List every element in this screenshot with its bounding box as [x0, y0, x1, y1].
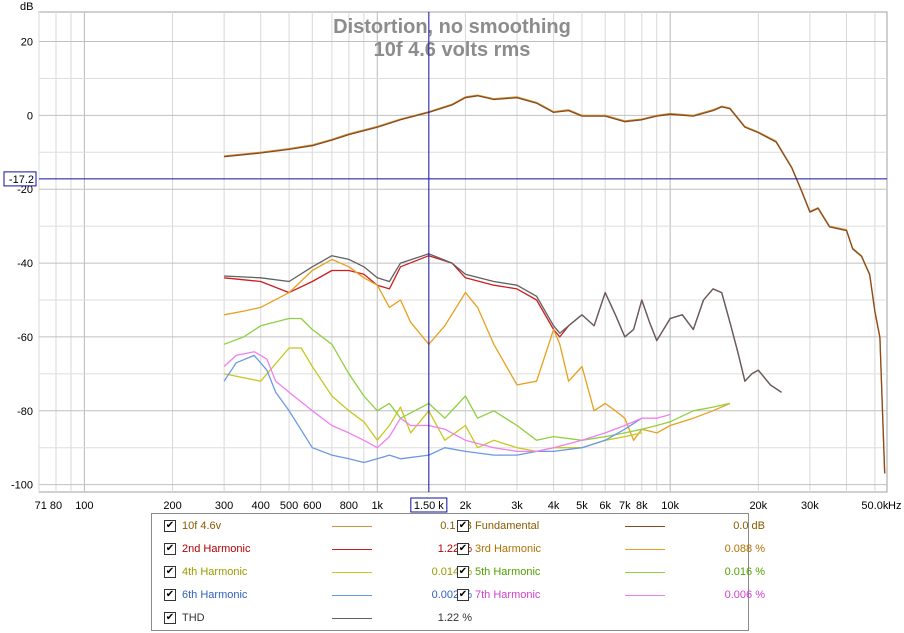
x-tick-label: 10k: [661, 500, 679, 512]
y-tick-label: 20: [21, 37, 33, 49]
legend-item-2nd-harmonic[interactable]: ✔ 2nd Harmonic 1.22 %: [164, 540, 472, 558]
series-line-4th-harmonic: [223, 347, 642, 453]
x-tick-label: 50.0k: [861, 500, 888, 512]
legend-label: THD: [182, 612, 205, 624]
y-tick-label: -40: [17, 258, 33, 270]
y-tick-labels: 20 0 -20 -40 -60 -80 -100: [11, 37, 33, 492]
x-tick-labels: 71 80 100 200 300 400 500 600 800 1k 2k 3k 4k 5k 6k 7k 8…: [35, 500, 889, 512]
x-tick-label: 400: [252, 500, 270, 512]
legend-label: 10f 4.6v: [182, 520, 222, 532]
legend-swatch: [332, 617, 372, 619]
x-tick-label: 600: [303, 500, 321, 512]
series-line-6th-harmonic: [223, 354, 643, 464]
legend-checkbox[interactable]: ✔: [164, 612, 176, 624]
legend-checkbox[interactable]: ✔: [164, 566, 176, 578]
legend-item-thd[interactable]: ✔ THD 1.22 %: [164, 609, 472, 627]
x-tick-label: 8k: [636, 500, 648, 512]
legend-item-3rd-harmonic[interactable]: ✔ 3rd Harmonic 0.088 %: [457, 540, 765, 558]
legend-checkbox[interactable]: ✔: [457, 566, 469, 578]
legend-item-5th-harmonic[interactable]: ✔ 5th Harmonic 0.016 %: [457, 563, 765, 581]
legend-label: 5th Harmonic: [475, 566, 541, 578]
x-tick-label: 5k: [576, 500, 588, 512]
legend-checkbox[interactable]: ✔: [457, 589, 469, 601]
cursor-x-readout: 1.50 k: [414, 500, 444, 512]
x-tick-label: 4k: [548, 500, 560, 512]
x-tick-label: 2k: [460, 500, 472, 512]
x-tick-label: 3k: [511, 500, 523, 512]
x-gridlines: [38, 12, 876, 492]
chart-subtitle: 10f 4.6 volts rms: [374, 39, 531, 61]
x-tick-label: 500: [280, 500, 298, 512]
legend-value: 0.0 dB: [733, 520, 765, 532]
x-tick-label: 300: [215, 500, 233, 512]
legend-item-fundamental[interactable]: ✔ Fundamental 0.0 dB: [457, 517, 765, 535]
legend-label: 7th Harmonic: [475, 589, 541, 601]
x-tick-label: 80: [50, 500, 62, 512]
legend-swatch: [625, 525, 665, 527]
series-lines: [223, 94, 886, 474]
chart-title: Distortion, no smoothing: [333, 16, 571, 38]
y-gridlines: [39, 41, 887, 486]
legend-label: 2nd Harmonic: [182, 543, 251, 555]
y-tick-label: -20: [17, 184, 33, 196]
series-line-3rd-harmonic: [223, 258, 731, 441]
legend-checkbox[interactable]: ✔: [164, 543, 176, 555]
legend-value: 0.016 %: [724, 566, 765, 578]
legend-label: 3rd Harmonic: [475, 543, 542, 555]
legend-value: 0.006 %: [724, 589, 765, 601]
legend-checkbox[interactable]: ✔: [164, 589, 176, 601]
x-tick-label: 100: [75, 500, 93, 512]
y-tick-label: -60: [17, 332, 33, 344]
series-line-7th-harmonic: [223, 351, 671, 453]
series-line-10f-4-6v: [224, 94, 886, 474]
legend-swatch: [332, 548, 372, 550]
legend-item-4th-harmonic[interactable]: ✔ 4th Harmonic 0.014 %: [164, 563, 472, 581]
x-axis-unit: Hz: [888, 500, 901, 512]
y-tick-label: -80: [17, 406, 33, 418]
legend-swatch: [332, 594, 372, 596]
legend-checkbox[interactable]: ✔: [457, 520, 469, 532]
legend-label: 6th Harmonic: [182, 589, 248, 601]
series-line-thd: [224, 253, 782, 393]
cursor-y-readout: -17.2: [9, 174, 34, 186]
x-tick-label: 20k: [749, 500, 767, 512]
x-tick-label: 1k: [371, 500, 383, 512]
x-tick-label: 6k: [599, 500, 611, 512]
y-axis-label: dB: [20, 1, 33, 13]
legend-value: 0.088 %: [724, 543, 765, 555]
legend-checkbox[interactable]: ✔: [457, 543, 469, 555]
legend-swatch: [625, 548, 665, 550]
cursor-y-readout-box: [3, 171, 37, 187]
y-tick-label: 0: [27, 110, 33, 122]
legend-item-6th-harmonic[interactable]: ✔ 6th Harmonic 0.002 %: [164, 586, 472, 604]
x-tick-label: 71: [35, 500, 47, 512]
x-tick-label: 200: [163, 500, 181, 512]
legend-label: 4th Harmonic: [182, 566, 248, 578]
legend-item-7th-harmonic[interactable]: ✔ 7th Harmonic 0.006 %: [457, 586, 765, 604]
legend-swatch: [332, 571, 372, 573]
legend-item-10f-4-6v[interactable]: ✔10f 4.6v0.1 dB: [164, 517, 472, 535]
x-tick-label: 7k: [619, 500, 631, 512]
legend-checkbox[interactable]: ✔: [164, 520, 176, 532]
y-tick-label: -100: [11, 480, 33, 492]
series-line-5th-harmonic: [223, 317, 731, 441]
x-tick-label: 30k: [801, 500, 819, 512]
legend-swatch: [625, 594, 665, 596]
legend-label: Fundamental: [475, 520, 540, 532]
x-tick-label: 800: [340, 500, 358, 512]
series-line-fundamental: [224, 95, 886, 474]
legend-value: 1.22 %: [437, 612, 472, 624]
legend-swatch: [332, 525, 372, 527]
plot-background: [38, 11, 888, 493]
legend-swatch: [625, 571, 665, 573]
cursor-x-readout-box: [410, 497, 448, 513]
